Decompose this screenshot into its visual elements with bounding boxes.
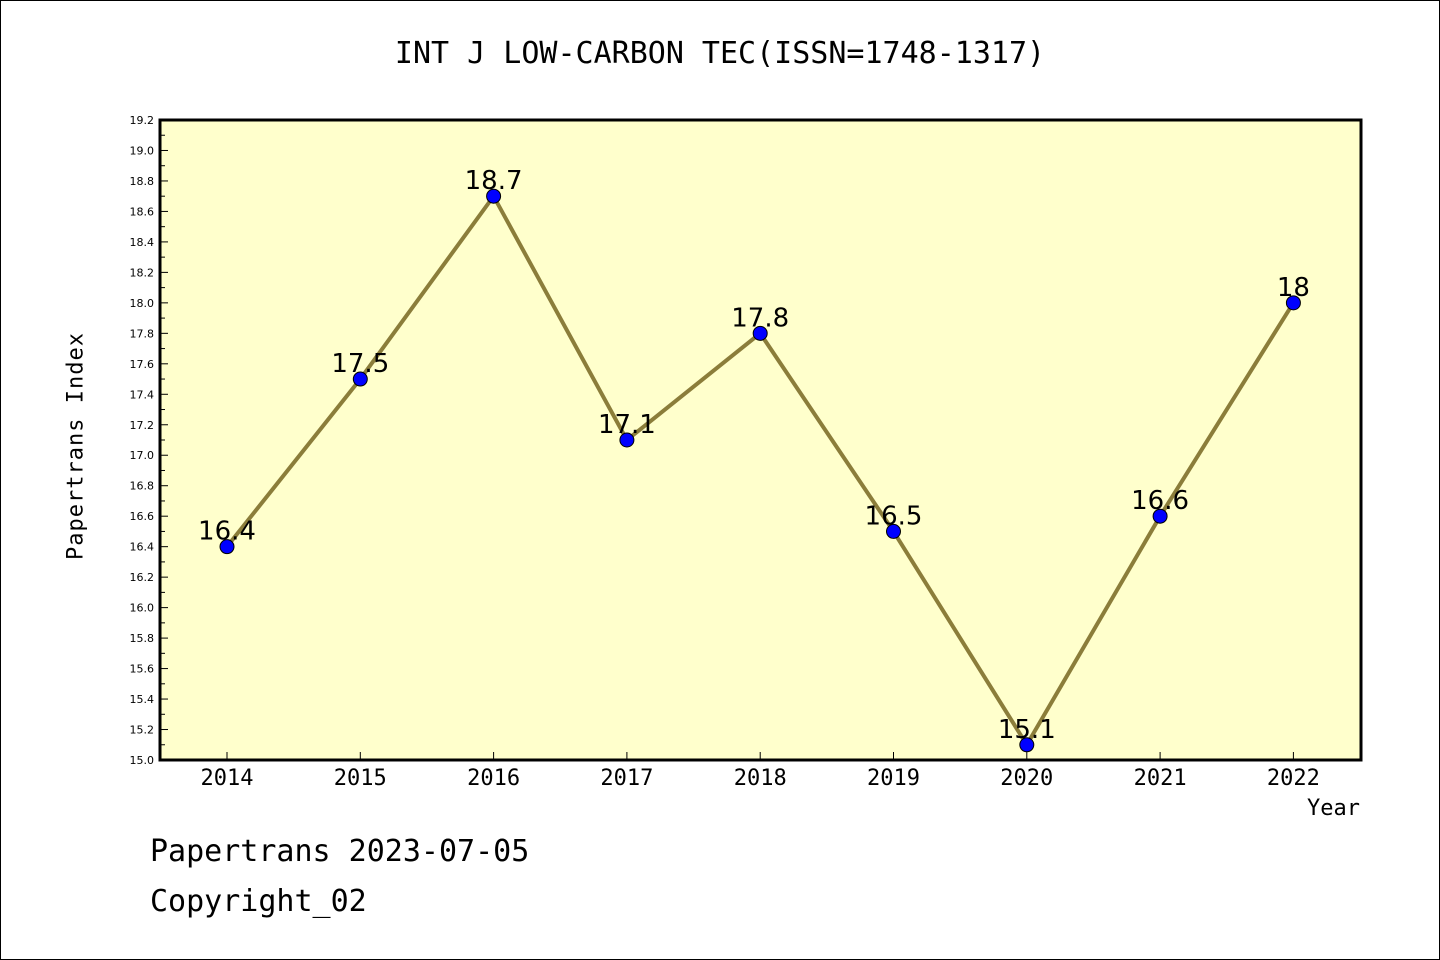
data-label: 15.1	[998, 715, 1056, 745]
y-tick-label: 15.8	[130, 632, 155, 645]
plot-area	[160, 120, 1361, 760]
data-point	[1285, 295, 1301, 311]
data-label: 17.5	[331, 349, 389, 379]
chart-title: INT J LOW-CARBON TEC(ISSN=1748-1317)	[394, 36, 1046, 71]
x-tick-label: 2021	[1134, 766, 1187, 791]
data-point	[1152, 508, 1168, 524]
data-point	[219, 539, 235, 555]
y-tick-label: 18.0	[130, 297, 155, 310]
y-tick-label: 19.2	[130, 114, 155, 127]
data-point	[1019, 737, 1035, 753]
x-tick-label: 2022	[1267, 766, 1320, 791]
y-tick-label: 15.6	[130, 663, 155, 676]
data-point	[352, 371, 368, 387]
y-tick-label: 17.6	[130, 358, 155, 371]
data-point	[752, 325, 768, 341]
data-label: 16.6	[1131, 486, 1189, 516]
plot-border	[158, 118, 1363, 762]
x-tick-label: 2020	[1000, 766, 1053, 791]
data-label: 18.7	[465, 166, 523, 196]
y-tick-label: 16.0	[130, 602, 155, 615]
x-tick-label: 2018	[734, 766, 787, 791]
y-tick-label: 17.4	[130, 388, 155, 401]
x-tick-label: 2017	[600, 766, 653, 791]
data-label: 16.5	[865, 501, 923, 531]
y-tick-label: 18.6	[130, 205, 155, 218]
y-tick-label: 18.4	[130, 236, 155, 249]
data-point	[619, 432, 635, 448]
y-tick-label: 17.8	[130, 327, 155, 340]
y-tick-label: 16.6	[130, 510, 155, 523]
x-tick-label: 2016	[467, 766, 520, 791]
data-label: 17.8	[731, 303, 789, 333]
data-label: 18	[1277, 273, 1310, 303]
x-tick-label: 2019	[867, 766, 920, 791]
y-tick-label: 15.0	[130, 754, 155, 767]
y-tick-label: 19.0	[130, 144, 155, 157]
y-tick-label: 16.8	[130, 480, 155, 493]
x-axis-label: Year	[1307, 796, 1360, 821]
y-tick-label: 18.8	[130, 175, 155, 188]
footer-date: Papertrans 2023-07-05	[150, 834, 530, 869]
footer-copyright: Copyright_02	[150, 884, 367, 919]
y-tick-label: 15.4	[130, 693, 155, 706]
data-label: 17.1	[598, 410, 656, 440]
data-point	[886, 523, 901, 539]
y-tick-label: 17.2	[130, 419, 155, 432]
y-tick-label: 18.2	[130, 266, 155, 279]
data-label: 16.4	[198, 517, 256, 547]
y-tick-label: 16.4	[130, 541, 155, 554]
y-tick-label: 17.0	[130, 449, 155, 462]
data-point	[486, 188, 502, 204]
x-tick-label: 2015	[334, 766, 387, 791]
x-tick-label: 2014	[201, 766, 254, 791]
y-tick-label: 15.2	[130, 724, 155, 737]
y-tick-label: 16.2	[130, 571, 155, 584]
